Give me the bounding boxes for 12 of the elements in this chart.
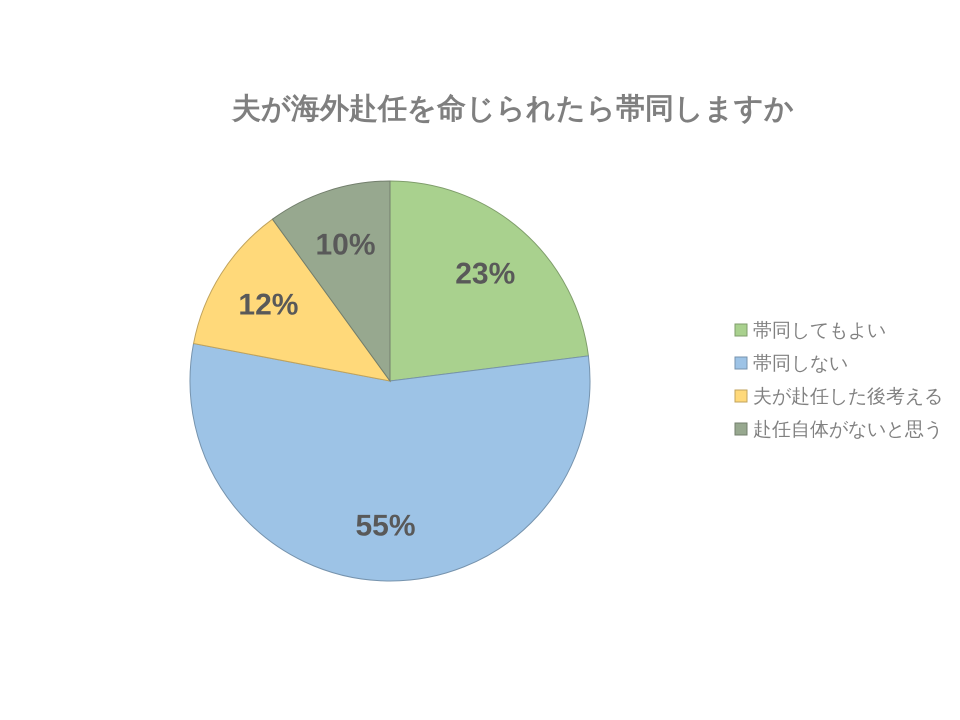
data-label: 23% <box>455 257 516 290</box>
legend-label: 帯同してもよい <box>753 320 886 342</box>
legend-label: 夫が赴任した後考える <box>753 386 943 408</box>
data-label: 10% <box>315 228 376 262</box>
pie-slice <box>390 180 589 382</box>
pie-slice <box>190 343 590 582</box>
data-label: 55% <box>355 509 416 542</box>
chart-title: 夫が海外赴任を命じられたら帯同しますか <box>231 91 794 126</box>
pie-slice <box>193 218 390 382</box>
legend-label: 帯同しない <box>753 352 848 375</box>
legend-label: 赴任自体がないと思う <box>753 418 943 441</box>
data-label: 12% <box>238 288 298 322</box>
